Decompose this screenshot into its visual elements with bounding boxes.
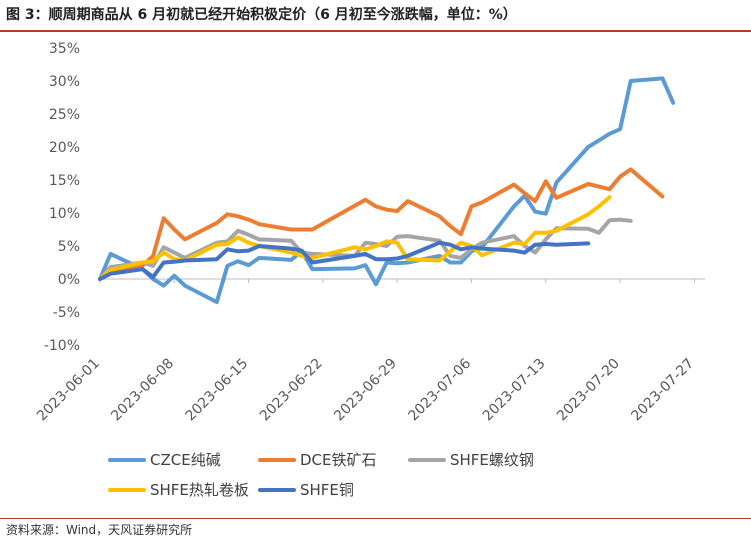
x-tick-label: 2023-06-15 [183, 356, 252, 425]
y-tick-label: 10% [49, 206, 80, 222]
caption-rule [0, 30, 751, 32]
legend-label: DCE铁矿石 [300, 451, 377, 469]
line-chart: 35% 30% 25% 20% 15% 10% 5% 0% -5% -10% 2023-06-01… [34, 41, 705, 499]
y-tick-label: 30% [49, 74, 80, 90]
legend-label: SHFE螺纹钢 [450, 451, 534, 469]
source-note: 资料来源：Wind，天风证券研究所 [6, 523, 193, 537]
y-tick-label: -10% [44, 338, 80, 354]
x-tick-label: 2023-07-06 [405, 355, 474, 424]
series-line [98, 76, 676, 305]
x-tick-label: 2023-07-27 [628, 356, 697, 425]
legend-label: SHFE铜 [300, 481, 354, 499]
chart-caption: 图 3：顺周期商品从 6 月初就已经开始积极定价（6 月初至今涨跌幅，单位：%） [6, 7, 517, 23]
y-tick-label: 25% [49, 107, 80, 123]
y-axis-ticks: 35% 30% 25% 20% 15% 10% 5% 0% -5% -10% [44, 41, 80, 354]
x-tick-label: 2023-06-01 [34, 356, 103, 425]
legend: CZCE纯碱 DCE铁矿石 SHFE螺纹钢 SHFE热轧卷板 SHFE铜 [108, 451, 534, 499]
y-tick-label: 5% [58, 239, 80, 255]
legend-label: CZCE纯碱 [150, 451, 221, 469]
y-tick-label: 15% [49, 173, 80, 189]
x-tick-label: 2023-06-08 [108, 356, 177, 425]
x-tick-label: 2023-06-22 [257, 356, 326, 425]
series-lines [98, 76, 676, 305]
x-tick-label: 2023-07-20 [554, 356, 623, 425]
y-tick-label: 20% [49, 140, 80, 156]
footer-rule [0, 518, 751, 519]
x-tick-label: 2023-07-13 [480, 356, 549, 425]
y-tick-label: 35% [49, 41, 80, 57]
series-line [98, 167, 665, 281]
series-line [98, 240, 591, 281]
y-tick-label: 0% [58, 272, 80, 288]
y-tick-label: -5% [53, 305, 80, 321]
x-tick-label: 2023-06-29 [331, 356, 400, 425]
legend-label: SHFE热轧卷板 [150, 481, 249, 499]
x-axis-ticks: 2023-06-01 2023-06-08 2023-06-15 2023-06-22… [34, 279, 697, 424]
